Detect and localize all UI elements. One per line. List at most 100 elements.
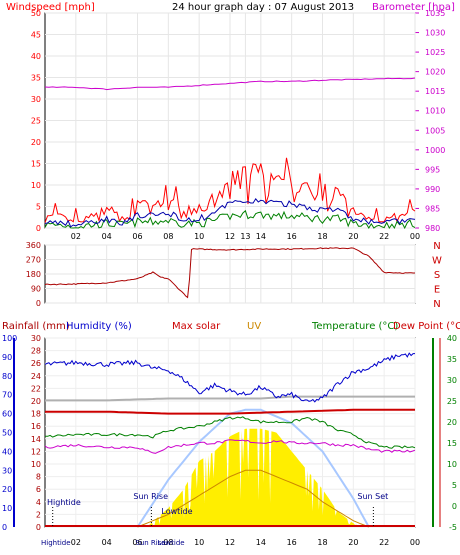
x-tick-label: 00 bbox=[410, 538, 420, 547]
temp-tick-label: 5 bbox=[452, 481, 457, 490]
x-tick-label: 12 bbox=[225, 538, 235, 547]
x-tick-label: 16 bbox=[287, 232, 297, 241]
direction-tick-label: 0 bbox=[36, 299, 41, 308]
hightide-label: Hightide bbox=[47, 498, 81, 507]
rain-tick-label: 8 bbox=[36, 473, 41, 482]
solar-radiation-area bbox=[146, 428, 361, 527]
baro-tick-label: 980 bbox=[425, 224, 440, 233]
bottom-hightide-label: Hightide bbox=[41, 539, 71, 547]
baro-tick-label: 1030 bbox=[425, 29, 445, 38]
x-tick-label: 08 bbox=[163, 538, 173, 547]
temp-tick-label: -5 bbox=[449, 523, 457, 532]
wind-tick-label: 45 bbox=[31, 31, 41, 40]
rain-tick-label: 10 bbox=[31, 460, 41, 469]
temp-tick-label: 20 bbox=[447, 418, 457, 427]
legend-rainfall: Rainfall (mm) bbox=[2, 321, 70, 332]
rain-tick-label: 20 bbox=[31, 397, 41, 406]
wind-tick-label: 20 bbox=[31, 138, 41, 147]
temperature-line bbox=[44, 416, 416, 449]
temp-tick-label: 35 bbox=[447, 355, 457, 364]
humidity-tick-label: 80 bbox=[2, 372, 12, 381]
baro-tick-label: 1010 bbox=[425, 107, 445, 116]
rain-tick-label: 0 bbox=[36, 523, 41, 532]
wind-avg-line bbox=[44, 198, 416, 228]
theoretical-solar-line bbox=[136, 408, 370, 528]
baro-tick-label: 1015 bbox=[425, 87, 445, 96]
x-tick-label: 12 bbox=[225, 232, 235, 241]
baro-tick-label: 1035 bbox=[425, 9, 445, 18]
x-tick-label: 00 bbox=[410, 232, 420, 241]
chart-title: 24 hour graph day : 07 August 2013 bbox=[172, 2, 354, 13]
baro-tick-label: 990 bbox=[425, 185, 440, 194]
direction-tick-label: 360 bbox=[26, 241, 41, 250]
temp-tick-label: 25 bbox=[447, 397, 457, 406]
baro-tick-label: 1000 bbox=[425, 146, 445, 155]
x-tick-label: 10 bbox=[194, 538, 204, 547]
x-tick-label: 04 bbox=[102, 232, 112, 241]
solar-line bbox=[45, 395, 415, 402]
x-tick-label: 02 bbox=[71, 538, 81, 547]
wind-tick-label: 0 bbox=[36, 224, 41, 233]
x-tick-label: 14 bbox=[256, 538, 266, 547]
wind-tick-label: 25 bbox=[31, 117, 41, 126]
rain-tick-label: 12 bbox=[31, 447, 41, 456]
x-tick-label: 18 bbox=[317, 538, 327, 547]
x-tick-label: 16 bbox=[287, 538, 297, 547]
temp-tick-label: 0 bbox=[452, 502, 457, 511]
temp-tick-label: 10 bbox=[447, 460, 457, 469]
direction-tick-label: 180 bbox=[26, 270, 41, 279]
legend-uv: UV bbox=[247, 321, 261, 332]
humidity-tick-label: 0 bbox=[2, 523, 7, 532]
wind-tick-label: 40 bbox=[31, 52, 41, 61]
humidity-tick-label: 50 bbox=[2, 429, 12, 438]
sunrise-label: Sun Rise bbox=[133, 492, 168, 501]
x-tick-label: 08 bbox=[163, 232, 173, 241]
rain-tick-label: 18 bbox=[31, 410, 41, 419]
compass-label: N bbox=[433, 241, 440, 252]
x-tick-label: 04 bbox=[102, 538, 112, 547]
humidity-tick-label: 90 bbox=[2, 353, 12, 362]
compass-label: S bbox=[434, 270, 440, 281]
direction-tick-label: 90 bbox=[31, 285, 41, 294]
legend-temperature: Temperature (°C) bbox=[311, 321, 398, 332]
rain-tick-label: 14 bbox=[31, 435, 41, 444]
rain-tick-label: 30 bbox=[31, 334, 41, 343]
wind-direction-panel: 0 N 90 E 180 S 270 W 360 N bbox=[26, 241, 442, 310]
compass-label: N bbox=[433, 299, 440, 310]
rain-tick-label: 2 bbox=[36, 510, 41, 519]
wind-gust-line bbox=[44, 157, 416, 224]
windspeed-axis-title: Windspeed [mph] bbox=[6, 2, 95, 13]
compass-label: W bbox=[432, 256, 442, 267]
temp-tick-label: 15 bbox=[447, 439, 457, 448]
wind-low-line bbox=[44, 209, 416, 230]
bottom-lowtide-label: Lowtide bbox=[157, 539, 184, 547]
dewpoint-line bbox=[44, 439, 416, 454]
bottom-sunrise-label: Sun Rise bbox=[135, 539, 165, 547]
uv-line bbox=[137, 469, 369, 528]
temp-tick-label: 40 bbox=[447, 334, 457, 343]
wind-tick-label: 15 bbox=[31, 160, 41, 169]
humidity-tick-label: 30 bbox=[2, 466, 12, 475]
baro-tick-label: 995 bbox=[425, 165, 440, 174]
x-tick-label: 06 bbox=[132, 538, 142, 547]
x-tick-label: 20 bbox=[348, 232, 358, 241]
x-tick-label: 22 bbox=[379, 232, 389, 241]
x-tick-label: 14 bbox=[256, 232, 266, 241]
rain-tick-label: 22 bbox=[31, 384, 41, 393]
baro-tick-label: 1020 bbox=[425, 68, 445, 77]
sunset-label: Sun Set bbox=[357, 492, 388, 501]
rain-tick-label: 4 bbox=[36, 498, 41, 507]
x-tick-label: 06 bbox=[132, 232, 142, 241]
baro-tick-label: 985 bbox=[425, 204, 440, 213]
rain-tick-label: 16 bbox=[31, 422, 41, 431]
barometer-line bbox=[44, 77, 416, 91]
rain-tick-label: 26 bbox=[31, 359, 41, 368]
x-tick-label: 22 bbox=[379, 538, 389, 547]
rain-tick-label: 24 bbox=[31, 372, 41, 381]
lowtide-label: Lowtide bbox=[161, 507, 192, 516]
humidity-tick-label: 10 bbox=[2, 504, 12, 513]
x-tick-label: 20 bbox=[348, 538, 358, 547]
wind-barometer-panel: 0510152025303540455098098599099510001005… bbox=[31, 9, 446, 241]
direction-tick-label: 270 bbox=[26, 256, 41, 265]
